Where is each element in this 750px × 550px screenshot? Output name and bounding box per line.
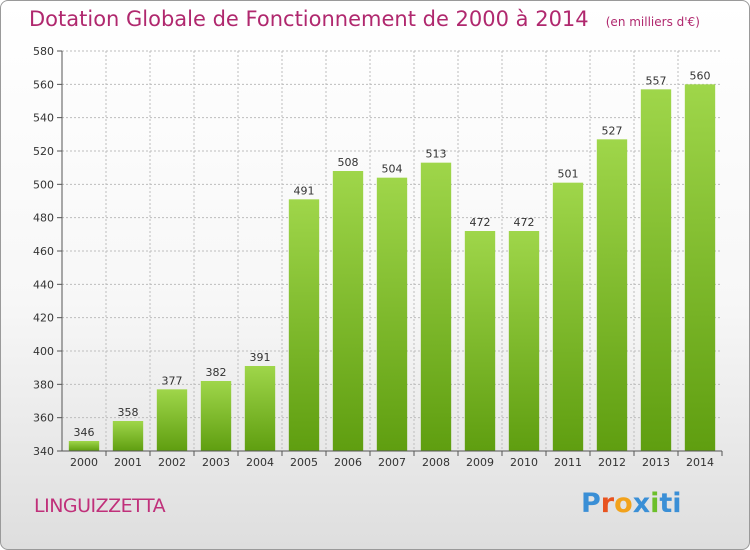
bar xyxy=(640,89,672,451)
bar-value-label: 391 xyxy=(250,351,271,364)
logo-letter: i xyxy=(650,488,660,519)
proxiti-logo: Proxiti xyxy=(581,488,682,519)
y-tick-label: 480 xyxy=(33,212,54,225)
axes: 340 360 380 400 420 440 460 480 500 520 540 560 580 2… xyxy=(33,45,723,469)
y-tick-label: 460 xyxy=(33,245,54,258)
bar xyxy=(200,381,232,451)
bar xyxy=(68,441,100,451)
x-tick-label: 2002 xyxy=(158,456,186,469)
bar xyxy=(156,389,188,451)
bar-value-label: 491 xyxy=(294,184,315,197)
y-tick-label: 520 xyxy=(33,145,54,158)
bar-value-label: 527 xyxy=(602,124,623,137)
logo-letter: P xyxy=(581,488,601,519)
y-tick-label: 380 xyxy=(33,378,54,391)
bar xyxy=(420,162,452,451)
commune-name: LINGUIZZETTA xyxy=(34,495,166,517)
chart-title-block: Dotation Globale de Fonctionnement de 20… xyxy=(29,7,700,31)
bar xyxy=(596,139,628,452)
bar xyxy=(332,171,364,451)
bar xyxy=(464,231,496,451)
x-tick-label: 2014 xyxy=(686,456,714,469)
y-tick-label: 340 xyxy=(33,445,54,458)
logo-letter: o xyxy=(614,488,633,519)
bar xyxy=(376,177,408,451)
bar xyxy=(684,84,716,451)
bar xyxy=(552,182,584,451)
bar-value-label: 504 xyxy=(382,163,403,176)
bar-value-label: 377 xyxy=(162,374,183,387)
chart-unit-label: (en milliers d'€) xyxy=(605,15,700,29)
bar xyxy=(508,231,540,451)
x-tick-label: 2009 xyxy=(466,456,494,469)
bars: 346 358 377 382 391 491 508 504 513 472 472 501 527 5… xyxy=(68,69,716,452)
bar xyxy=(112,421,144,451)
x-tick-label: 2003 xyxy=(202,456,230,469)
logo-letter: r xyxy=(600,488,615,519)
bar-value-label: 346 xyxy=(74,426,95,439)
x-tick-label: 2005 xyxy=(290,456,318,469)
y-tick-label: 500 xyxy=(33,178,54,191)
bar xyxy=(244,366,276,451)
bar-value-label: 472 xyxy=(514,216,535,229)
bar-value-label: 472 xyxy=(470,216,491,229)
x-tick-label: 2001 xyxy=(114,456,142,469)
x-tick-label: 2004 xyxy=(246,456,274,469)
y-tick-label: 360 xyxy=(33,412,54,425)
y-tick-label: 440 xyxy=(33,278,54,291)
chart-title: Dotation Globale de Fonctionnement de 20… xyxy=(29,7,589,31)
logo-letter: ti xyxy=(659,488,682,519)
bar-value-label: 382 xyxy=(206,366,227,379)
x-tick-label: 2010 xyxy=(510,456,538,469)
bar-value-label: 513 xyxy=(426,148,447,161)
bar-value-label: 508 xyxy=(338,156,359,169)
logo-letter: x xyxy=(632,488,651,519)
bar-value-label: 560 xyxy=(690,69,711,82)
x-tick-label: 2013 xyxy=(642,456,670,469)
y-tick-label: 560 xyxy=(33,78,54,91)
x-tick-label: 2012 xyxy=(598,456,626,469)
x-tick-label: 2006 xyxy=(334,456,362,469)
y-tick-label: 540 xyxy=(33,112,54,125)
bar-value-label: 501 xyxy=(558,168,579,181)
y-tick-label: 580 xyxy=(33,45,54,58)
x-tick-label: 2008 xyxy=(422,456,450,469)
bar xyxy=(288,199,320,451)
y-tick-label: 420 xyxy=(33,312,54,325)
x-tick-label: 2011 xyxy=(554,456,582,469)
x-tick-label: 2000 xyxy=(70,456,98,469)
x-tick-label: 2007 xyxy=(378,456,406,469)
bar-value-label: 557 xyxy=(646,74,667,87)
y-tick-label: 400 xyxy=(33,345,54,358)
bar-value-label: 358 xyxy=(118,406,139,419)
